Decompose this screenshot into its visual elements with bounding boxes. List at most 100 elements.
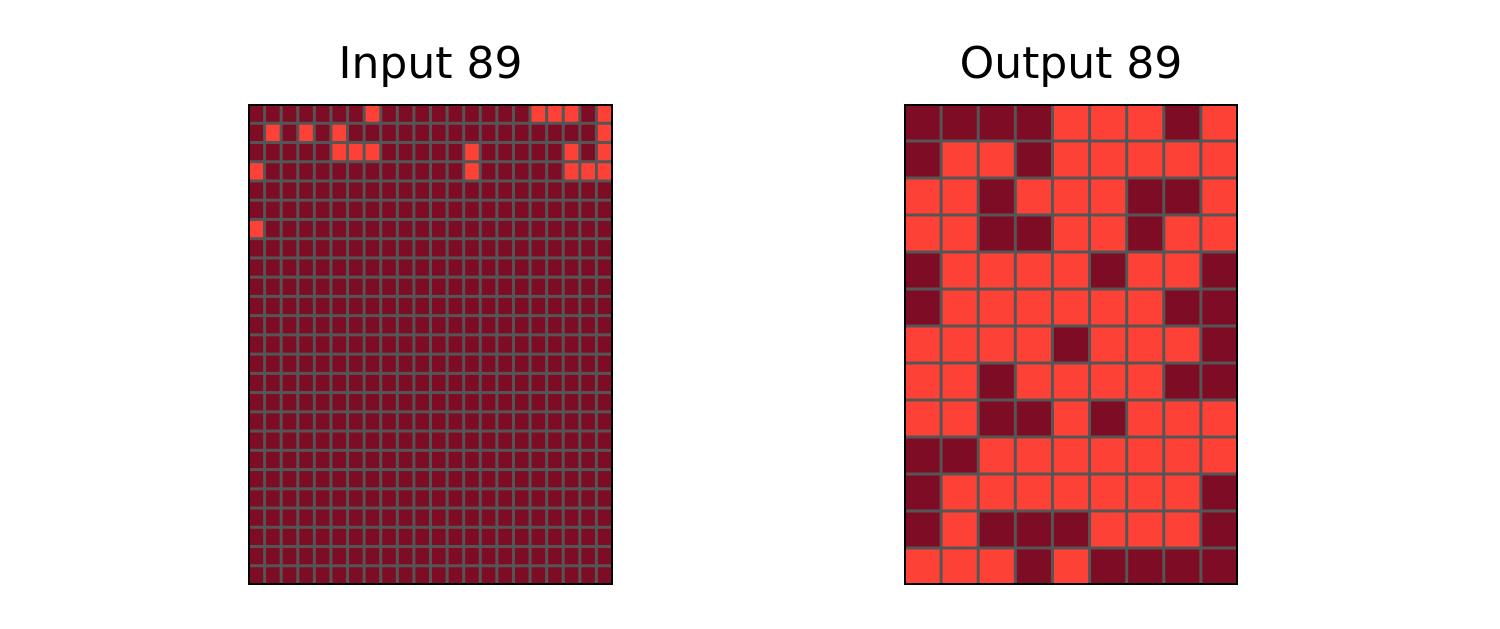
grid-cell — [979, 327, 1014, 362]
grid-cell — [548, 201, 562, 218]
grid-cell — [266, 317, 280, 334]
grid-cell — [548, 259, 562, 276]
grid-cell — [282, 509, 297, 526]
grid-cell — [299, 124, 313, 141]
grid-cell — [282, 490, 297, 507]
grid-cell — [1202, 216, 1237, 251]
grid-cell — [597, 297, 612, 315]
grid-cell — [249, 394, 264, 411]
grid-cell — [365, 163, 380, 180]
grid-cell — [564, 317, 579, 334]
grid-cell — [514, 240, 529, 257]
grid-cell — [942, 216, 977, 251]
grid-cell — [415, 297, 429, 315]
grid-cell — [332, 528, 347, 546]
grid-cell — [299, 374, 313, 392]
grid-cell — [448, 355, 463, 372]
grid-cell — [415, 105, 429, 122]
grid-cell — [531, 240, 546, 257]
grid-cell — [597, 432, 612, 449]
grid-cell — [581, 240, 595, 257]
grid-cell — [299, 413, 313, 430]
grid-cell — [548, 163, 562, 180]
grid-cell — [498, 509, 512, 526]
grid-cell — [282, 124, 297, 141]
grid-cell — [266, 336, 280, 353]
grid-cell — [1091, 253, 1126, 288]
grid-cell — [548, 297, 562, 315]
grid-cell — [1165, 327, 1200, 362]
grid-cell — [1165, 253, 1200, 288]
grid-cell — [498, 528, 512, 546]
grid-cell — [415, 355, 429, 372]
grid-cell — [382, 432, 396, 449]
grid-cell — [299, 451, 313, 469]
grid-cell — [514, 259, 529, 276]
grid-cell — [531, 413, 546, 430]
grid-cell — [249, 548, 264, 565]
grid-cell — [315, 182, 330, 199]
grid-cell — [548, 278, 562, 295]
grid-cell — [415, 490, 429, 507]
grid-cell — [481, 567, 496, 584]
grid-cell — [349, 105, 363, 122]
grid-cell — [564, 336, 579, 353]
grid-cell — [564, 374, 579, 392]
grid-cell — [1053, 142, 1089, 177]
grid-cell — [382, 567, 396, 584]
grid-cell — [249, 124, 264, 141]
grid-cell — [581, 163, 595, 180]
grid-cell — [905, 216, 940, 251]
grid-cell — [1165, 290, 1200, 325]
grid-cell — [365, 220, 380, 238]
grid-cell — [382, 471, 396, 488]
output-panel-title: Output 89 — [959, 38, 1183, 89]
grid-cell — [465, 548, 479, 565]
grid-cell — [398, 201, 413, 218]
grid-cell — [415, 548, 429, 565]
input-panel-title: Input 89 — [338, 38, 523, 89]
grid-cell — [415, 451, 429, 469]
grid-cell — [432, 432, 446, 449]
grid-cell — [282, 394, 297, 411]
grid-cell — [448, 124, 463, 141]
grid-cell — [514, 374, 529, 392]
grid-cell — [282, 201, 297, 218]
grid-cell — [282, 143, 297, 161]
grid-cell — [597, 240, 612, 257]
grid-cell — [1128, 142, 1163, 177]
grid-cell — [448, 317, 463, 334]
grid-cell — [315, 548, 330, 565]
grid-cell — [1053, 401, 1089, 436]
grid-cell — [564, 220, 579, 238]
grid-cell — [581, 374, 595, 392]
grid-cell — [282, 413, 297, 430]
grid-cell — [365, 471, 380, 488]
grid-cell — [432, 124, 446, 141]
grid-cell — [382, 374, 396, 392]
grid-cell — [365, 394, 380, 411]
grid-cell — [398, 163, 413, 180]
grid-cell — [315, 413, 330, 430]
grid-cell — [365, 259, 380, 276]
grid-cell — [249, 413, 264, 430]
grid-cell — [1202, 364, 1237, 399]
grid-cell — [349, 124, 363, 141]
grid-cell — [1016, 364, 1051, 399]
grid-cell — [597, 220, 612, 238]
grid-cell — [249, 278, 264, 295]
grid-cell — [365, 432, 380, 449]
grid-cell — [597, 413, 612, 430]
grid-cell — [266, 451, 280, 469]
grid-cell — [415, 528, 429, 546]
grid-cell — [548, 451, 562, 469]
grid-cell — [448, 297, 463, 315]
grid-cell — [299, 297, 313, 315]
grid-cell — [581, 336, 595, 353]
grid-cell — [481, 413, 496, 430]
grid-cell — [514, 451, 529, 469]
grid-cell — [266, 432, 280, 449]
grid-cell — [432, 471, 446, 488]
grid-cell — [942, 401, 977, 436]
grid-cell — [1091, 142, 1126, 177]
